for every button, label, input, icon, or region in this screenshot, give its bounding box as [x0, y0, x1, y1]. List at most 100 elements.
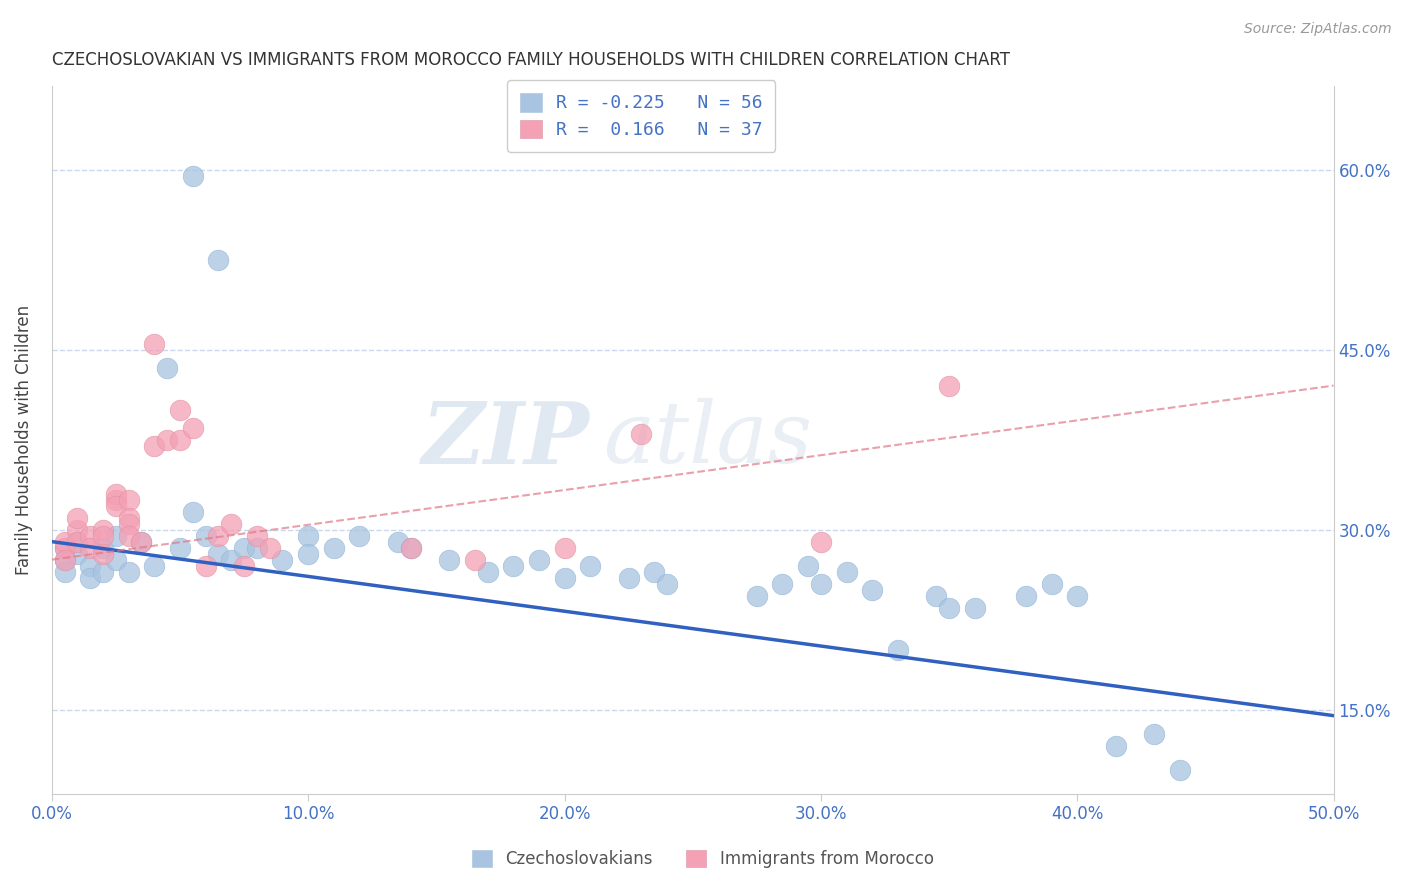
Point [53, 565, 76, 579]
Point [1015, 589, 1038, 603]
Point [527, 552, 550, 566]
Point [104, 486, 127, 500]
Text: ZIP: ZIP [422, 398, 591, 482]
Point [118, 510, 141, 524]
Point [118, 516, 141, 531]
Point [207, 252, 229, 267]
Point [297, 547, 319, 561]
Point [143, 558, 166, 573]
Point [194, 528, 217, 542]
Point [464, 552, 486, 566]
Point [91, 523, 114, 537]
Point [53, 552, 76, 566]
Text: atlas: atlas [603, 398, 813, 481]
Point [477, 565, 499, 579]
Point [502, 558, 524, 573]
Point [938, 600, 960, 615]
Point [79, 558, 101, 573]
Point [181, 169, 204, 183]
Point [181, 505, 204, 519]
Point [887, 642, 910, 657]
Point [66, 534, 89, 549]
Point [219, 552, 242, 566]
Point [131, 534, 153, 549]
Point [233, 541, 256, 555]
Point [53, 541, 76, 555]
Point [207, 547, 229, 561]
Point [219, 516, 242, 531]
Point [1105, 739, 1128, 753]
Point [297, 528, 319, 542]
Point [259, 541, 281, 555]
Point [143, 439, 166, 453]
Point [797, 558, 820, 573]
Point [79, 528, 101, 542]
Point [131, 534, 153, 549]
Point [810, 534, 832, 549]
Point [66, 547, 89, 561]
Point [322, 541, 344, 555]
Point [91, 565, 114, 579]
Point [553, 541, 575, 555]
Point [91, 541, 114, 555]
Point [169, 541, 191, 555]
Point [104, 528, 127, 542]
Point [810, 576, 832, 591]
Point [579, 558, 602, 573]
Point [630, 426, 652, 441]
Point [53, 534, 76, 549]
Point [835, 565, 858, 579]
Point [104, 492, 127, 507]
Point [1168, 763, 1191, 777]
Point [194, 558, 217, 573]
Point [53, 552, 76, 566]
Point [104, 552, 127, 566]
Point [963, 600, 986, 615]
Legend: R = -0.225   N = 56, R =  0.166   N = 37: R = -0.225 N = 56, R = 0.166 N = 37 [508, 80, 776, 152]
Legend: Czechoslovakians, Immigrants from Morocco: Czechoslovakians, Immigrants from Morocc… [465, 843, 941, 875]
Point [925, 589, 948, 603]
Point [271, 552, 294, 566]
Point [118, 565, 141, 579]
Point [770, 576, 793, 591]
Point [207, 528, 229, 542]
Point [66, 510, 89, 524]
Point [938, 378, 960, 392]
Point [617, 571, 640, 585]
Point [399, 541, 422, 555]
Text: Source: ZipAtlas.com: Source: ZipAtlas.com [1244, 22, 1392, 37]
Point [233, 558, 256, 573]
Point [1040, 576, 1063, 591]
Point [91, 528, 114, 542]
Point [118, 492, 141, 507]
Point [143, 336, 166, 351]
Point [553, 571, 575, 585]
Y-axis label: Family Households with Children: Family Households with Children [15, 304, 32, 574]
Point [655, 576, 678, 591]
Point [349, 528, 371, 542]
Text: CZECHOSLOVAKIAN VS IMMIGRANTS FROM MOROCCO FAMILY HOUSEHOLDS WITH CHILDREN CORRE: CZECHOSLOVAKIAN VS IMMIGRANTS FROM MOROC… [52, 51, 1010, 69]
Point [156, 433, 179, 447]
Point [181, 420, 204, 434]
Point [66, 534, 89, 549]
Point [91, 547, 114, 561]
Point [1066, 589, 1088, 603]
Point [246, 528, 269, 542]
Point [437, 552, 460, 566]
Point [387, 534, 409, 549]
Point [79, 541, 101, 555]
Point [118, 528, 141, 542]
Point [860, 582, 883, 597]
Point [169, 402, 191, 417]
Point [643, 565, 665, 579]
Point [104, 499, 127, 513]
Point [1143, 726, 1166, 740]
Point [66, 523, 89, 537]
Point [246, 541, 269, 555]
Point [156, 360, 179, 375]
Point [53, 541, 76, 555]
Point [399, 541, 422, 555]
Point [79, 571, 101, 585]
Point [745, 589, 768, 603]
Point [169, 433, 191, 447]
